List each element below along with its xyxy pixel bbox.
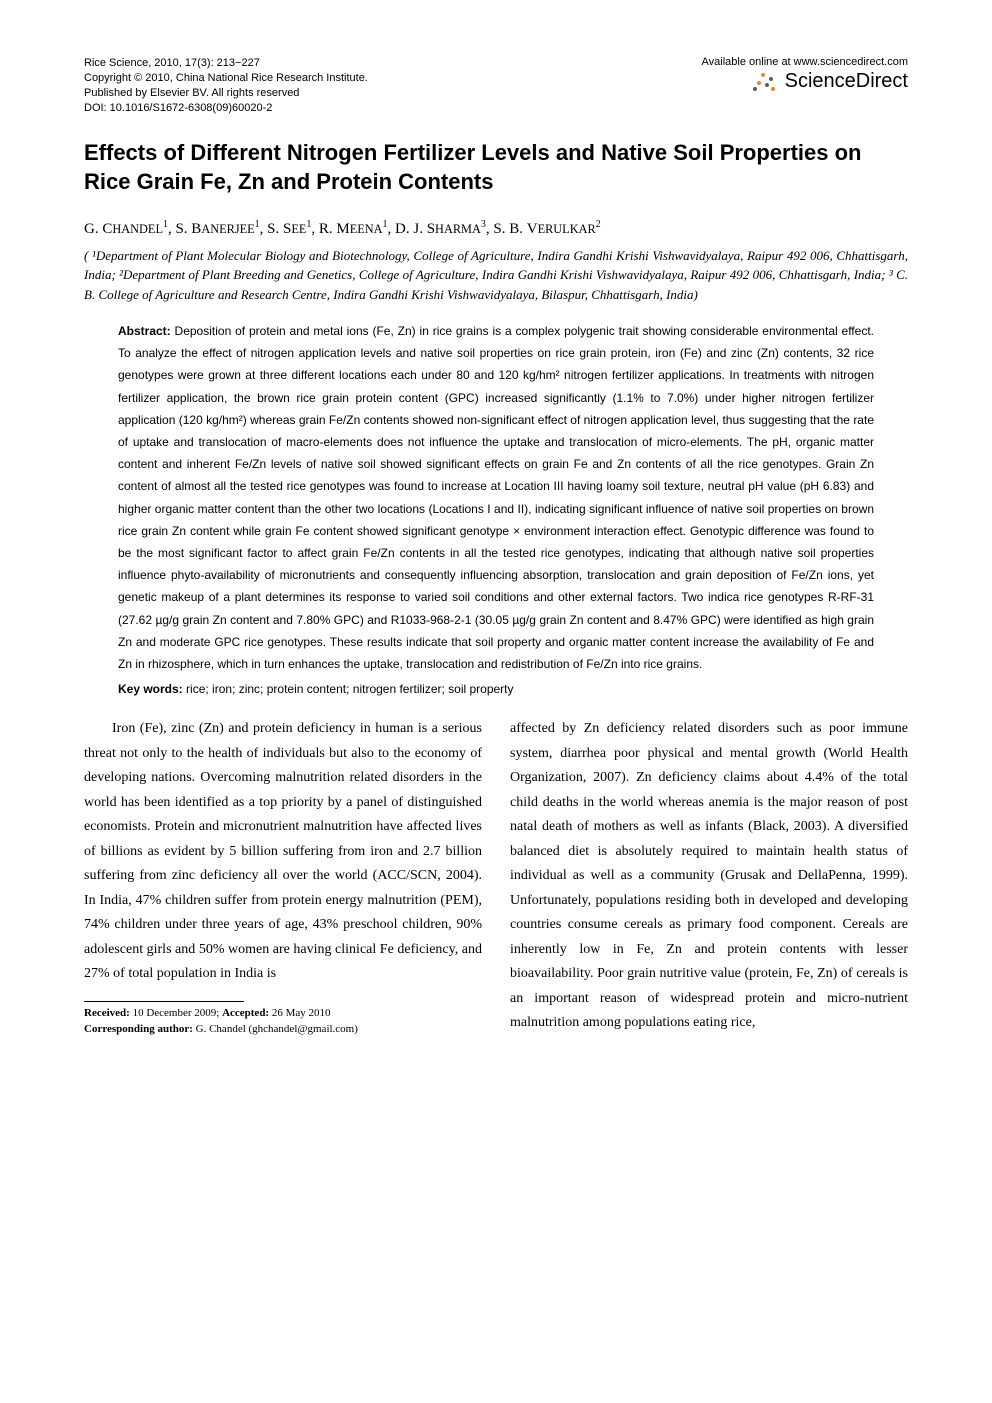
body-col2-text: affected by Zn deficiency related disord… (510, 717, 908, 1036)
abstract-text: Deposition of protein and metal ions (Fe… (118, 324, 874, 671)
paper-page: Rice Science, 2010, 17(3): 213−227 Copyr… (0, 0, 992, 1078)
journal-doi: DOI: 10.1016/S1672-6308(09)60020-2 (84, 101, 368, 116)
authors-line: G. CHANDEL1, S. BANERJEE1, S. SEE1, R. M… (84, 221, 908, 238)
footnote-received: Received: 10 December 2009; Accepted: 26… (84, 1006, 482, 1022)
keywords-text: rice; iron; zinc; protein content; nitro… (186, 682, 513, 696)
sd-dots-icon (751, 71, 779, 93)
received-label: Received: (84, 1007, 130, 1019)
author: G. CHANDEL1 (84, 221, 168, 237)
accepted-label: Accepted: (222, 1007, 269, 1019)
footnote-corresponding: Corresponding author: G. Chandel (ghchan… (84, 1022, 482, 1038)
author: R. MEENA1 (319, 221, 388, 237)
corresponding-label: Corresponding author: (84, 1023, 193, 1035)
journal-meta: Rice Science, 2010, 17(3): 213−227 Copyr… (84, 56, 368, 115)
footnote-rule (84, 1001, 244, 1002)
column-left: Iron (Fe), zinc (Zn) and protein deficie… (84, 717, 482, 1037)
sd-logo-text: ScienceDirect (785, 70, 908, 93)
abstract-block: Abstract: Deposition of protein and meta… (118, 320, 874, 675)
author: S. B. VERULKAR2 (493, 221, 600, 237)
affiliations: ( ¹Department of Plant Molecular Biology… (84, 246, 908, 305)
journal-publisher: Published by Elsevier BV. All rights res… (84, 86, 368, 101)
author: S. SEE1 (267, 221, 311, 237)
received-value: 10 December 2009; (133, 1007, 220, 1019)
body-col1-text: Iron (Fe), zinc (Zn) and protein deficie… (84, 717, 482, 987)
sciencedirect-logo: ScienceDirect (702, 70, 908, 93)
accepted-value: 26 May 2010 (272, 1007, 331, 1019)
corresponding-value: G. Chandel (ghchandel@gmail.com) (196, 1023, 358, 1035)
footnotes: Received: 10 December 2009; Accepted: 26… (84, 1006, 482, 1038)
availability-block: Available online at www.sciencedirect.co… (702, 56, 908, 93)
keywords-label: Key words: (118, 682, 183, 696)
journal-copyright: Copyright © 2010, China National Rice Re… (84, 71, 368, 86)
abstract-label: Abstract: (118, 324, 171, 338)
author: D. J. SHARMA3 (395, 221, 486, 237)
availability-text: Available online at www.sciencedirect.co… (702, 56, 908, 68)
keywords-line: Key words: rice; iron; zinc; protein con… (118, 679, 874, 699)
author: S. BANERJEE1 (175, 221, 259, 237)
header-row: Rice Science, 2010, 17(3): 213−227 Copyr… (84, 56, 908, 115)
journal-citation: Rice Science, 2010, 17(3): 213−227 (84, 56, 368, 71)
body-columns: Iron (Fe), zinc (Zn) and protein deficie… (84, 717, 908, 1037)
column-right: affected by Zn deficiency related disord… (510, 717, 908, 1037)
paper-title: Effects of Different Nitrogen Fertilizer… (84, 139, 908, 196)
